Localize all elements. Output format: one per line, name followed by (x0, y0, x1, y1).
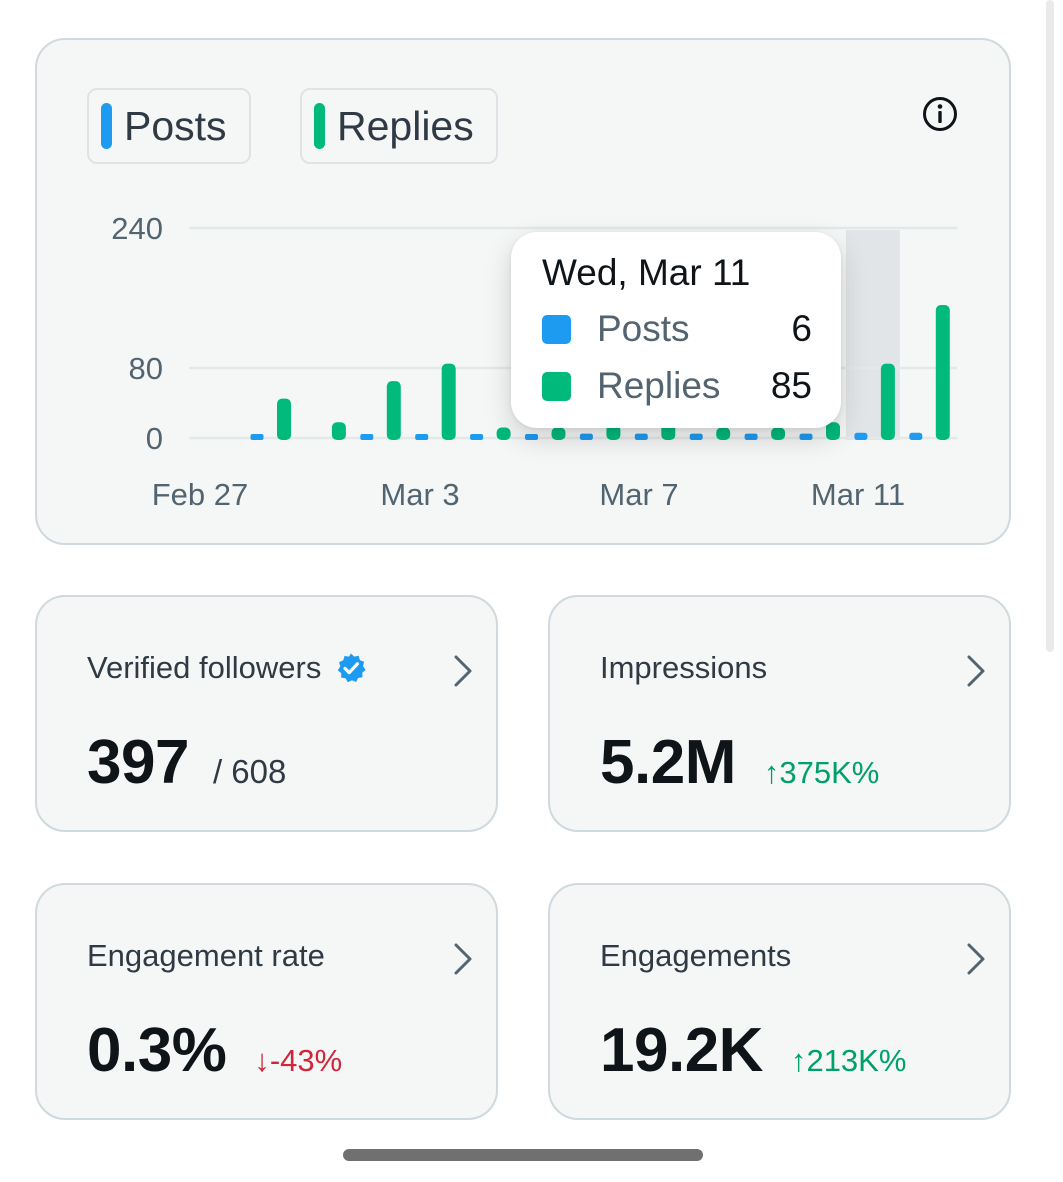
chevron-right-icon (454, 943, 472, 975)
x-tick-label: Mar 7 (599, 477, 678, 512)
replies-bar (551, 427, 566, 440)
verified-badge-icon (338, 653, 366, 683)
verified-followers-title-row: Verified followers (87, 650, 367, 686)
chart-tooltip: Wed, Mar 11 Posts 6 Replies 85 (511, 232, 841, 428)
verified-followers-value-row: 397 / 608 (87, 727, 286, 798)
replies-bar (880, 363, 895, 440)
posts-replies-chart-card: Posts Replies 240 80 0 Feb 27 Mar 3 Mar 7 Mar … (35, 38, 1011, 545)
tooltip-replies-label: Replies (597, 365, 721, 406)
tooltip-date: Wed, Mar 11 (542, 252, 751, 293)
engagements-title: Engagements (600, 938, 792, 973)
engagement-rate-card[interactable]: Engagement rate 0.3% ↓-43% (35, 883, 498, 1120)
verified-followers-title: Verified followers (87, 650, 322, 685)
posts-bar (854, 432, 868, 440)
impressions-delta: ↑375K% (764, 755, 879, 791)
engagements-value: 19.2K (600, 1016, 763, 1085)
y-tick-label: 0 (146, 421, 163, 456)
chevron-right-icon (967, 655, 985, 687)
y-tick-label: 80 (129, 351, 163, 386)
posts-bar (799, 433, 813, 440)
tooltip-replies-swatch-icon (542, 371, 571, 401)
x-tick-label: Mar 11 (811, 477, 905, 512)
posts-bar (525, 434, 538, 440)
home-indicator (343, 1149, 703, 1161)
impressions-title: Impressions (600, 650, 768, 685)
impressions-value-row: 5.2M ↑375K% (600, 727, 879, 798)
chevron-right-icon (967, 943, 985, 975)
posts-bar (909, 432, 923, 440)
posts-bar (744, 433, 758, 440)
posts-bar (415, 434, 429, 440)
posts-bar (250, 434, 264, 440)
engagements-title-row: Engagements (600, 938, 791, 974)
y-tick-label: 240 (111, 211, 163, 246)
engagement-rate-value: 0.3% (87, 1016, 227, 1085)
chevron-right-icon (454, 655, 472, 687)
tooltip-replies-value: 85 (770, 365, 812, 406)
replies-bar (771, 427, 786, 440)
replies-swatch-icon (314, 103, 325, 149)
arrow-up-icon: ↑ (763, 755, 780, 790)
tooltip-posts-label: Posts (597, 308, 690, 349)
engagements-value-row: 19.2K ↑213K% (600, 1015, 906, 1086)
verified-followers-total: / 608 (212, 753, 287, 790)
replies-bar (331, 422, 346, 440)
engagements-delta-value: 213K% (806, 1043, 907, 1078)
bar-chart: 240 80 0 Feb 27 Mar 3 Mar 7 Mar 11 (111, 211, 957, 512)
legend-posts-toggle[interactable]: Posts (87, 88, 251, 164)
impressions-value: 5.2M (600, 728, 736, 797)
x-tick-label: Mar 3 (380, 477, 459, 512)
scroll-indicator (1046, 0, 1054, 652)
arrow-up-icon: ↑ (790, 1043, 807, 1078)
impressions-title-row: Impressions (600, 650, 767, 686)
info-icon[interactable] (921, 95, 959, 133)
replies-bar (386, 381, 401, 440)
engagements-delta: ↑213K% (791, 1043, 906, 1079)
replies-bar (935, 305, 950, 440)
posts-bar (689, 433, 703, 440)
legend-replies-label: Replies (337, 102, 474, 149)
replies-bar (496, 427, 511, 440)
posts-bar (360, 434, 374, 440)
verified-followers-value: 397 (87, 728, 189, 797)
legend-replies-toggle[interactable]: Replies (300, 88, 498, 164)
replies-bar (277, 398, 291, 440)
tooltip-posts-swatch-icon (542, 314, 571, 344)
engagement-rate-title-row: Engagement rate (87, 938, 325, 974)
tooltip-posts-row: Posts 6 (542, 306, 812, 352)
x-tick-label: Feb 27 (152, 477, 249, 512)
posts-swatch-icon (101, 103, 112, 149)
replies-bar (716, 427, 731, 440)
impressions-card[interactable]: Impressions 5.2M ↑375K% (548, 595, 1011, 832)
verified-followers-card[interactable]: Verified followers 397 / 608 (35, 595, 498, 832)
replies-bar (606, 424, 621, 440)
engagement-rate-delta-value: -43% (269, 1043, 343, 1078)
replies-bar (441, 363, 456, 440)
legend-posts-label: Posts (124, 102, 227, 149)
arrow-down-icon: ↓ (254, 1043, 270, 1078)
tooltip-replies-row: Replies 85 (542, 363, 812, 409)
posts-bar (634, 433, 648, 440)
replies-bar (826, 422, 840, 440)
posts-bar (470, 434, 484, 440)
engagement-rate-title: Engagement rate (87, 938, 325, 973)
engagements-card[interactable]: Engagements 19.2K ↑213K% (548, 883, 1011, 1120)
engagement-rate-value-row: 0.3% ↓-43% (87, 1015, 342, 1086)
tooltip-posts-value: 6 (791, 308, 812, 349)
engagement-rate-delta: ↓-43% (254, 1043, 342, 1079)
posts-bar (579, 433, 593, 440)
impressions-delta-value: 375K% (779, 755, 880, 790)
